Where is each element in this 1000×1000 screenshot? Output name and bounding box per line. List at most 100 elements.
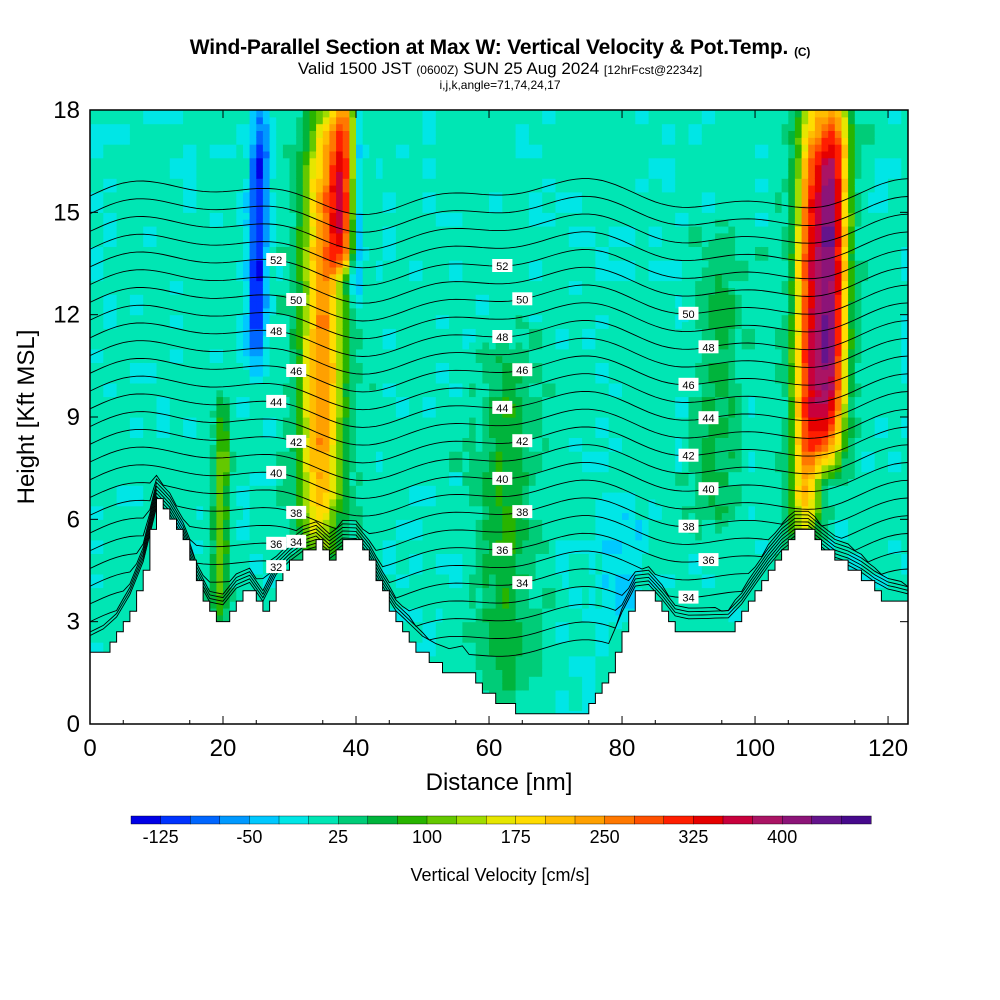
velocity-cell xyxy=(216,226,224,234)
velocity-cell xyxy=(336,403,344,411)
velocity-cell xyxy=(376,382,384,391)
velocity-cell xyxy=(256,457,264,466)
velocity-cell xyxy=(356,110,364,118)
velocity-cell xyxy=(369,110,377,118)
velocity-cell xyxy=(203,389,211,398)
velocity-cell xyxy=(136,560,144,568)
velocity-cell xyxy=(136,546,144,554)
velocity-cell xyxy=(236,212,244,220)
velocity-cell xyxy=(223,389,231,398)
velocity-cell xyxy=(169,382,178,391)
velocity-cell xyxy=(143,280,151,288)
velocity-cell xyxy=(356,505,364,514)
velocity-cell xyxy=(422,492,430,500)
velocity-cell xyxy=(136,130,144,138)
velocity-cell xyxy=(189,171,198,179)
velocity-cell xyxy=(336,144,344,152)
velocity-cell xyxy=(209,369,217,377)
velocity-cell xyxy=(322,328,331,336)
velocity-cell xyxy=(415,232,424,241)
velocity-cell xyxy=(129,369,138,377)
velocity-cell xyxy=(282,150,291,159)
velocity-cell xyxy=(429,253,437,261)
velocity-cell xyxy=(103,321,111,329)
velocity-cell xyxy=(176,519,184,527)
velocity-cell xyxy=(342,307,350,316)
velocity-cell xyxy=(356,471,364,479)
velocity-cell xyxy=(429,573,437,582)
velocity-cell xyxy=(90,410,98,418)
velocity-cell xyxy=(442,157,450,166)
velocity-cell xyxy=(342,328,350,336)
velocity-cell xyxy=(123,246,131,254)
velocity-cell xyxy=(262,512,271,520)
velocity-cell xyxy=(322,321,331,329)
velocity-cell xyxy=(382,492,390,500)
velocity-cell xyxy=(449,655,457,664)
velocity-cell xyxy=(123,437,131,445)
velocity-cell xyxy=(236,198,244,207)
velocity-cell xyxy=(203,437,211,445)
velocity-cell xyxy=(243,123,251,131)
velocity-cell xyxy=(116,342,124,350)
velocity-cell xyxy=(276,485,284,493)
velocity-cell xyxy=(116,130,124,138)
velocity-cell xyxy=(136,437,144,445)
velocity-cell xyxy=(289,130,297,138)
velocity-cell xyxy=(156,164,164,172)
velocity-cell xyxy=(369,355,377,363)
velocity-cell xyxy=(395,512,404,520)
velocity-cell xyxy=(262,348,271,357)
velocity-cell xyxy=(163,335,171,343)
velocity-cell xyxy=(356,191,364,200)
velocity-cell xyxy=(442,410,450,418)
velocity-cell xyxy=(369,505,377,514)
velocity-cell xyxy=(243,437,251,445)
velocity-cell xyxy=(116,567,124,575)
velocity-cell xyxy=(103,594,111,602)
velocity-cell xyxy=(243,144,251,152)
velocity-cell xyxy=(156,144,164,152)
velocity-cell xyxy=(409,512,417,520)
velocity-cell xyxy=(103,164,111,172)
velocity-cell xyxy=(156,314,164,323)
velocity-cell xyxy=(336,137,344,145)
velocity-cell xyxy=(249,198,257,207)
velocity-cell xyxy=(256,294,264,302)
velocity-cell xyxy=(342,287,350,295)
velocity-cell xyxy=(349,321,357,329)
velocity-cell xyxy=(309,178,317,186)
velocity-cell xyxy=(129,382,138,391)
velocity-cell xyxy=(189,369,198,377)
velocity-cell xyxy=(209,185,217,193)
velocity-cell xyxy=(156,342,164,350)
velocity-cell xyxy=(409,573,417,582)
velocity-cell xyxy=(249,485,257,493)
velocity-cell xyxy=(316,430,324,438)
velocity-cell xyxy=(289,185,297,193)
velocity-cell xyxy=(229,423,237,432)
velocity-cell xyxy=(409,171,417,179)
velocity-cell xyxy=(243,580,251,589)
velocity-cell xyxy=(302,226,311,234)
velocity-cell xyxy=(189,280,198,288)
velocity-cell xyxy=(369,342,377,350)
velocity-cell xyxy=(395,423,404,432)
velocity-cell xyxy=(435,642,444,650)
velocity-cell xyxy=(163,485,171,493)
velocity-cell xyxy=(435,628,444,636)
velocity-cell xyxy=(395,410,404,418)
velocity-cell xyxy=(90,212,98,220)
velocity-cell xyxy=(322,539,331,548)
velocity-cell xyxy=(276,457,284,466)
velocity-cell xyxy=(129,342,138,350)
velocity-cell xyxy=(176,342,184,350)
velocity-cell xyxy=(136,198,144,207)
velocity-cell xyxy=(342,226,350,234)
velocity-cell xyxy=(442,185,450,193)
velocity-cell xyxy=(282,266,291,275)
velocity-cell xyxy=(362,451,370,459)
velocity-cell xyxy=(103,369,111,377)
velocity-cell xyxy=(442,580,450,589)
velocity-cell xyxy=(336,328,344,336)
